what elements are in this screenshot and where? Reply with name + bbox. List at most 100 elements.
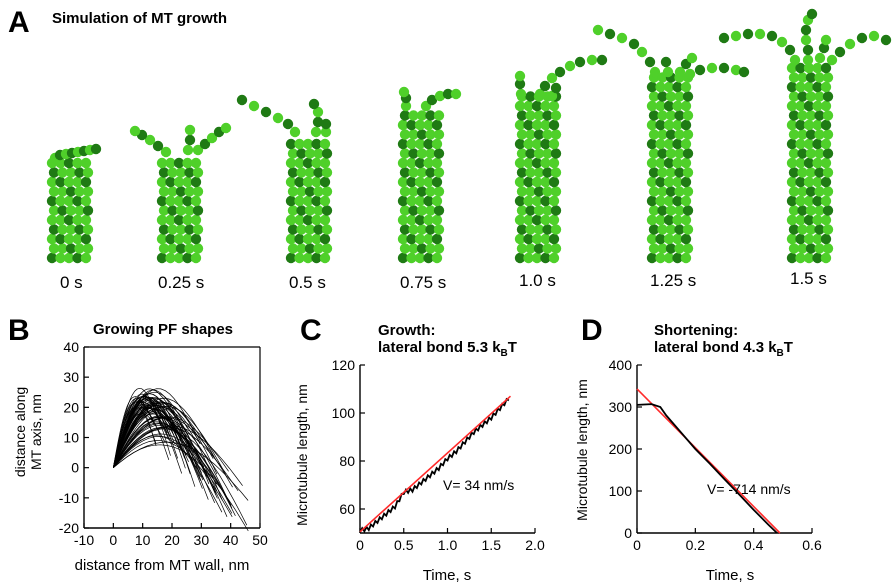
microtubule-3	[397, 110, 445, 264]
tubulin-bead	[540, 195, 551, 207]
tubulin-bead	[648, 243, 660, 254]
tubulin-bead	[738, 66, 750, 78]
tubulin-bead	[72, 157, 83, 169]
tubulin-bead	[680, 138, 692, 150]
curled-protofilament-13	[660, 56, 674, 78]
tubulin-bead	[192, 167, 204, 178]
tubulin-bead	[294, 195, 305, 207]
tubulin-bead	[550, 224, 562, 235]
panel-c-letter: C	[300, 314, 322, 347]
tubulin-bead	[173, 195, 185, 207]
tubulin-bead	[304, 205, 316, 216]
panel-d-xlabel: Time, s	[706, 567, 755, 584]
tubulin-bead	[663, 119, 675, 131]
tubulin-bead	[644, 56, 656, 68]
tubulin-bead	[542, 205, 553, 216]
tubulin-bead	[433, 243, 445, 254]
y-tick-label: 100	[609, 483, 633, 499]
pf-shape-curve	[113, 433, 230, 503]
tubulin-bead	[795, 81, 806, 93]
tubulin-bead	[192, 205, 204, 216]
tubulin-bead	[156, 233, 168, 245]
tubulin-bead	[425, 243, 436, 254]
tubulin-bead	[803, 157, 815, 169]
tubulin-bead	[74, 167, 85, 178]
tubulin-bead	[657, 224, 668, 235]
mt-growth-simulation	[46, 8, 892, 264]
x-tick-label: 1.5	[482, 537, 502, 553]
tubulin-bead	[182, 144, 194, 156]
tubulin-bead	[663, 233, 675, 245]
tubulin-bead	[514, 252, 526, 264]
tubulin-bead	[190, 157, 202, 169]
tubulin-bead	[805, 224, 817, 235]
tubulin-bead	[682, 205, 694, 216]
tubulin-bead	[175, 167, 187, 178]
tubulin-bead	[414, 176, 426, 188]
tubulin-bead	[425, 167, 436, 178]
x-tick-label: -10	[74, 532, 94, 548]
tubulin-bead	[74, 224, 85, 235]
tubulin-bead	[72, 214, 83, 226]
tubulin-bead	[408, 148, 419, 159]
tubulin-bead	[399, 224, 411, 235]
pf-shape-curve	[112, 412, 209, 500]
tubulin-bead	[313, 205, 324, 216]
tubulin-bead	[655, 195, 666, 207]
tubulin-bead	[814, 186, 825, 197]
tubulin-bead	[788, 129, 800, 140]
tubulin-bead	[57, 167, 68, 178]
tubulin-bead	[803, 100, 815, 112]
tubulin-bead	[65, 186, 77, 197]
time-label-1: 0.25 s	[158, 273, 205, 292]
tubulin-bead	[814, 205, 825, 216]
tubulin-bead	[657, 167, 668, 178]
tubulin-bead	[294, 233, 305, 245]
tubulin-bead	[805, 91, 817, 102]
panel-c-title-line2: lateral bond 5.3 kBT	[378, 339, 517, 360]
tubulin-bead	[184, 243, 195, 254]
tubulin-bead	[319, 138, 331, 150]
tubulin-bead	[795, 214, 806, 226]
growth-chart: 0 0.5 1.0 1.5 2.0 60 80 100 120 Microtubule leng…	[295, 357, 545, 584]
tubulin-bead	[313, 148, 324, 159]
tubulin-bead	[803, 214, 815, 226]
tubulin-bead	[423, 252, 434, 264]
curled-protofilament-16	[718, 28, 801, 66]
tubulin-bead	[814, 91, 825, 102]
tubulin-bead	[302, 138, 314, 150]
tubulin-bead	[674, 148, 685, 159]
tubulin-bead	[523, 214, 534, 226]
tubulin-bead	[190, 195, 202, 207]
tubulin-bead	[63, 252, 75, 264]
tubulin-bead	[525, 224, 536, 235]
tubulin-bead	[628, 38, 640, 50]
x-tick-label: 2.0	[525, 537, 545, 553]
tubulin-bead	[636, 46, 648, 58]
tubulin-bead	[754, 28, 766, 40]
tubulin-bead	[646, 81, 658, 93]
tubulin-bead	[72, 233, 83, 245]
tubulin-bead	[657, 148, 668, 159]
tubulin-bead	[525, 205, 536, 216]
tubulin-bead	[648, 186, 660, 197]
tubulin-bead	[397, 157, 409, 169]
tubulin-bead	[525, 167, 536, 178]
tubulin-bead	[542, 167, 553, 178]
tubulin-bead	[516, 243, 528, 254]
tubulin-bead	[533, 110, 545, 121]
tubulin-bead	[426, 94, 438, 106]
tubulin-bead	[287, 167, 299, 178]
tubulin-bead	[795, 62, 806, 74]
tubulin-bead	[680, 233, 692, 245]
tubulin-bead	[795, 252, 806, 264]
tubulin-bead	[173, 214, 185, 226]
tubulin-bead	[431, 233, 443, 245]
panel-c-title-suffix: T	[507, 339, 517, 357]
tubulin-bead	[805, 167, 817, 178]
tubulin-bead	[655, 214, 666, 226]
tubulin-bead	[822, 224, 834, 235]
tubulin-bead	[319, 176, 331, 188]
y-tick-label: 200	[609, 441, 633, 457]
tubulin-bead	[287, 186, 299, 197]
